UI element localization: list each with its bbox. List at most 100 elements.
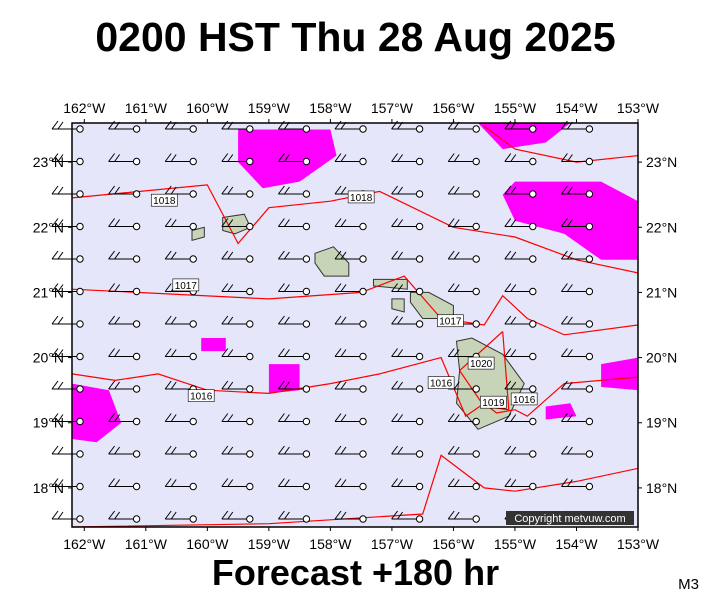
wind-barb — [391, 413, 424, 426]
wind-barb — [334, 380, 367, 393]
wind-barb — [51, 315, 84, 328]
island-niihau — [191, 226, 205, 241]
wind-barb — [391, 153, 424, 166]
isobar-label-layer: 1018 1018 1017 1017 1016 1016 1020 1019 1016 — [150, 190, 538, 409]
lat-label-left: 22°N — [33, 219, 64, 235]
rain-area — [502, 181, 638, 260]
wind-barb — [334, 478, 367, 491]
svg-text:1016: 1016 — [430, 379, 453, 390]
wind-barb — [561, 185, 594, 198]
latitude-labels: 23°N 23°N 22°N 22°N 21°N 21°N 20°N 20°N 19°N 19°N… — [33, 154, 678, 496]
wind-barb — [108, 413, 141, 426]
wind-barb — [391, 478, 424, 491]
lon-label-top: 157°W — [371, 100, 414, 116]
wind-barb — [447, 153, 480, 166]
forecast-label: Forecast +180 hr — [211, 552, 500, 593]
wind-barb — [108, 185, 141, 198]
isobar-label: 1016 — [510, 392, 538, 406]
wind-barb — [51, 445, 84, 458]
isobar-line — [71, 454, 639, 528]
wind-barb — [391, 348, 424, 361]
wind-barb — [447, 218, 480, 231]
isobar-line — [71, 356, 639, 418]
lon-label-top: 159°W — [248, 100, 291, 116]
wind-barb — [504, 348, 537, 361]
wind-barb — [221, 445, 254, 458]
wind-barb — [277, 510, 311, 523]
wind-barb — [561, 413, 594, 426]
wind-barb — [108, 250, 141, 263]
page-title: 0200 HST Thu 28 Aug 2025 — [95, 14, 616, 60]
wind-barb — [561, 380, 594, 393]
wind-barb — [277, 315, 311, 328]
wind-barb — [391, 380, 424, 393]
svg-text:1019: 1019 — [482, 398, 505, 409]
wind-barb — [51, 250, 84, 263]
svg-text:1020: 1020 — [470, 359, 493, 370]
copyright-text: Copyright metvuw.com — [514, 513, 625, 525]
wind-barb — [51, 153, 84, 166]
wind-barb — [221, 510, 254, 523]
model-label: M3 — [678, 576, 699, 593]
wind-barb — [108, 283, 141, 296]
wind-barb — [334, 153, 367, 166]
rain-area — [601, 357, 638, 391]
wind-barb — [391, 283, 424, 296]
wind-barb — [334, 510, 367, 523]
wind-barb — [277, 283, 311, 296]
wind-barb — [447, 120, 480, 133]
lon-label-bottom: 154°W — [555, 536, 598, 552]
island-oahu — [314, 246, 350, 277]
rain-area — [72, 383, 122, 443]
isobar-label: 1019 — [480, 395, 507, 409]
isobar-label: 1017 — [437, 314, 464, 328]
lat-label-right: 18°N — [646, 480, 677, 496]
wind-barb — [504, 478, 537, 491]
wind-barb — [221, 380, 254, 393]
wind-barb — [277, 185, 311, 198]
rain-layer — [72, 123, 638, 443]
wind-barb — [391, 218, 424, 231]
lon-label-bottom: 158°W — [309, 536, 352, 552]
svg-text:1016: 1016 — [190, 392, 213, 403]
wind-barb — [561, 283, 594, 296]
wind-barb — [108, 315, 141, 328]
lat-label-left: 20°N — [33, 350, 64, 366]
wind-barb — [164, 315, 197, 328]
wind-barb — [164, 348, 197, 361]
wind-barb — [51, 510, 84, 523]
wind-barb — [221, 153, 254, 166]
wind-barb — [51, 348, 84, 361]
wind-barb — [561, 478, 594, 491]
lon-label-top: 158°W — [309, 100, 352, 116]
lat-label-left: 19°N — [33, 415, 64, 431]
wind-barb — [164, 510, 197, 523]
wind-barb — [108, 445, 141, 458]
lat-label-left: 18°N — [33, 480, 64, 496]
lat-label-right: 21°N — [646, 284, 677, 300]
wind-barb — [391, 445, 424, 458]
wind-barb — [447, 445, 480, 458]
wind-barb — [334, 218, 367, 231]
lon-label-top: 160°W — [186, 100, 229, 116]
svg-text:1017: 1017 — [439, 317, 462, 328]
lon-label-top: 154°W — [555, 100, 598, 116]
copyright-box — [506, 511, 634, 525]
wind-barb — [334, 445, 367, 458]
wind-barb-layer — [51, 120, 594, 523]
wind-barb — [504, 380, 537, 393]
lat-label-right: 23°N — [646, 154, 677, 170]
lon-label-bottom: 157°W — [371, 536, 414, 552]
lon-label-bottom: 155°W — [494, 536, 537, 552]
map-frame — [71, 122, 639, 528]
svg-text:1018: 1018 — [350, 193, 373, 204]
wind-barb — [277, 250, 311, 263]
lat-label-left: 21°N — [33, 284, 64, 300]
wind-barb — [504, 283, 537, 296]
wind-barb — [108, 478, 141, 491]
wind-barb — [447, 283, 480, 296]
wind-barb — [277, 218, 311, 231]
wind-barb — [561, 315, 594, 328]
isobar-label: 1020 — [467, 356, 495, 370]
